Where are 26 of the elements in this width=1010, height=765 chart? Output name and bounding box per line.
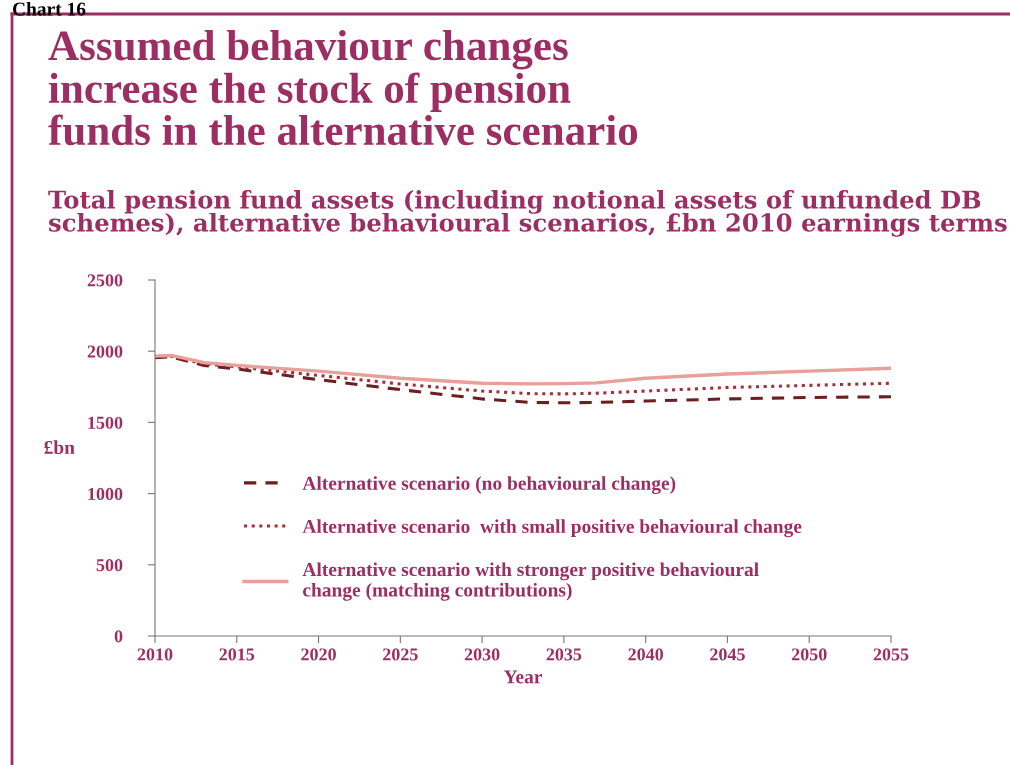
x-axis-title: Year — [503, 670, 543, 684]
y-axis-title: £bn — [44, 440, 75, 455]
line-series — [155, 355, 891, 405]
line-series — [155, 353, 891, 386]
y-tick-label: 2500 — [87, 274, 123, 287]
chart-title: Assumed behaviour changes increase the stock of pension funds in the alternative scenario — [48, 30, 638, 146]
x-tick-label: 2015 — [219, 648, 255, 661]
x-tick-label: 2050 — [791, 648, 827, 661]
y-tick-label: 1000 — [88, 487, 123, 501]
x-tick-label: 2040 — [628, 648, 664, 661]
y-tick-label: 500 — [96, 559, 123, 572]
x-tick-label: 2035 — [546, 648, 582, 661]
y-tick-label: 2000 — [87, 345, 123, 358]
chart-subtitle: Total pension fund assets (including notional assets of unfunded DB schemes), alternative behavioural scenarios, £bn 2010 earnings terms — [48, 190, 1007, 237]
caption: Chart 16 — [12, 2, 86, 16]
x-tick-label: 2025 — [383, 648, 418, 661]
legend-label: Alternative scenario with stronger positive behavioural change (matching contributions) — [302, 562, 759, 601]
x-tick-label: 2010 — [137, 648, 173, 661]
y-tick-label: 1500 — [88, 416, 123, 429]
x-tick-label: 2045 — [710, 648, 745, 661]
x-tick-label: 2055 — [873, 648, 909, 661]
y-tick-label: 0 — [114, 630, 123, 643]
legend-label: Alternative scenario (no behavioural change) — [302, 476, 676, 494]
x-tick-label: 2020 — [301, 648, 336, 661]
x-tick-label: 2030 — [464, 648, 500, 661]
legend-label: Alternative scenario with small positive behavioural change — [302, 519, 802, 538]
